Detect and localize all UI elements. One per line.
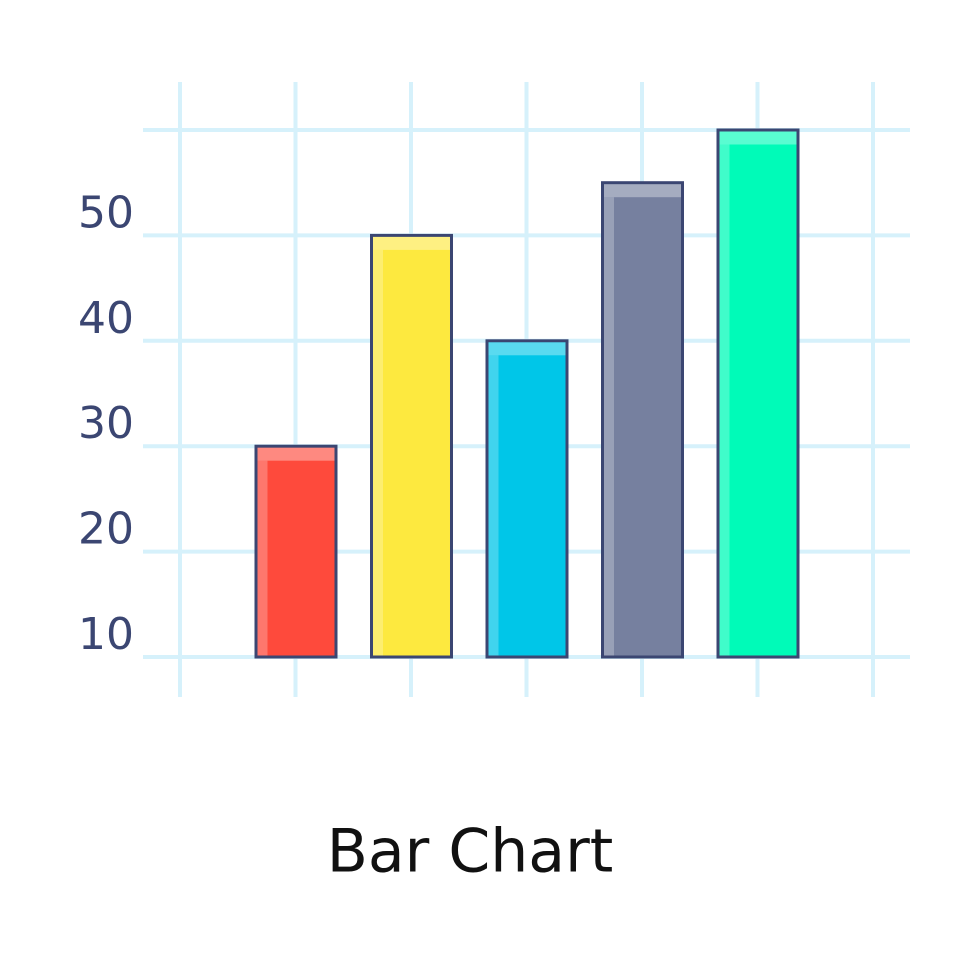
y-tick-label: 10 bbox=[78, 609, 134, 660]
bar-highlight bbox=[257, 447, 335, 461]
bar-highlight bbox=[257, 460, 268, 656]
bar-highlight bbox=[719, 144, 730, 656]
y-tick-label: 20 bbox=[78, 504, 134, 555]
bar bbox=[601, 181, 684, 659]
y-tick-label: 30 bbox=[78, 398, 134, 449]
bar bbox=[254, 444, 338, 659]
bar-highlight bbox=[604, 184, 681, 198]
bar-highlight bbox=[488, 355, 499, 656]
bar bbox=[716, 128, 800, 659]
bar-highlight bbox=[373, 249, 383, 656]
bar-highlight bbox=[719, 131, 797, 145]
bar bbox=[485, 339, 569, 659]
y-tick-label: 50 bbox=[78, 187, 134, 238]
chart-title: Bar Chart bbox=[327, 817, 614, 887]
bar-highlight bbox=[488, 342, 566, 356]
bar bbox=[370, 233, 453, 659]
bar-highlight bbox=[604, 197, 614, 656]
bar-highlight bbox=[373, 236, 450, 250]
y-tick-label: 40 bbox=[78, 293, 134, 344]
